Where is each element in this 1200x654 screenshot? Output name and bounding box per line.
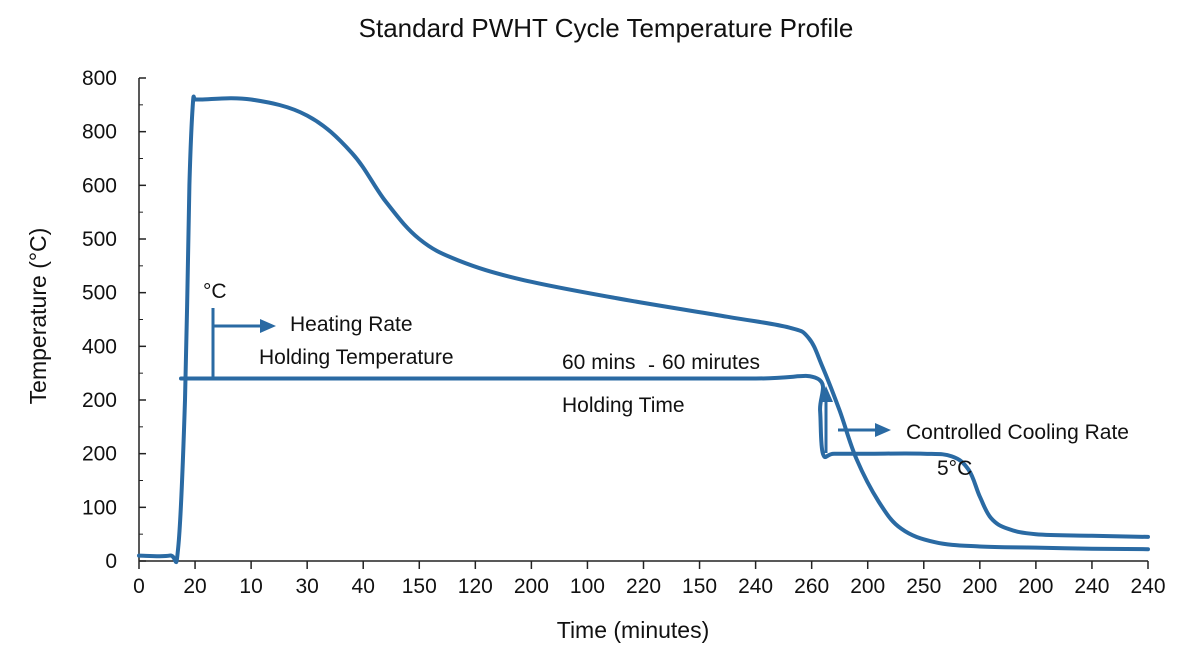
y-tick-label: 200 <box>82 443 117 466</box>
x-tick-label: 40 <box>352 575 375 598</box>
x-tick-label: 200 <box>962 575 997 598</box>
x-tick-label: 0 <box>133 575 145 598</box>
x-tick-label: 100 <box>570 575 605 598</box>
holding-time-annotation: Holding Time <box>562 394 685 417</box>
x-tick-label: 150 <box>682 575 717 598</box>
x-tick-label: 260 <box>794 575 829 598</box>
cooling-rate-arrow-head <box>875 423 891 437</box>
holding-temperature-annotation: Holding Temperature <box>259 346 454 369</box>
series-line-2 <box>179 373 1150 539</box>
unit-c-annotation: °C <box>203 280 227 303</box>
y-tick-label: 600 <box>82 174 117 197</box>
y-tick-label: 100 <box>82 496 117 519</box>
x-tick-label: 250 <box>906 575 941 598</box>
y-tick-label: 500 <box>82 228 117 251</box>
series-layer <box>137 94 1150 565</box>
heating-rate-arrow-head <box>260 319 276 333</box>
cooling-up-arrow-head <box>819 386 833 402</box>
y-tick-label: 800 <box>82 67 117 90</box>
x-tick-label: 150 <box>402 575 437 598</box>
x-tick-label: 200 <box>1018 575 1053 598</box>
controlled-cooling-rate-annotation: Controlled Cooling Rate <box>906 421 1129 444</box>
five-c-annotation: 5°C <box>937 457 972 480</box>
y-tick-label: 0 <box>105 550 117 573</box>
sixty-mins-annotation: 60 mins <box>562 351 636 374</box>
heating-rate-annotation: Heating Rate <box>290 313 413 336</box>
y-tick-label: 400 <box>82 335 117 358</box>
x-tick-label: 240 <box>1130 575 1165 598</box>
x-tick-label: 120 <box>458 575 493 598</box>
y-axis-label: Temperature (°C) <box>25 228 51 405</box>
x-tick-label: 30 <box>295 575 318 598</box>
x-tick-label: 10 <box>239 575 262 598</box>
y-tick-label: 500 <box>82 282 117 305</box>
y-tick-label: 800 <box>82 121 117 144</box>
x-axis-label: Time (minutes) <box>557 617 710 643</box>
x-tick-label: 240 <box>738 575 773 598</box>
x-tick-label: 200 <box>850 575 885 598</box>
x-tick-label: 220 <box>626 575 661 598</box>
chart-title: Standard PWHT Cycle Temperature Profile <box>359 13 854 43</box>
axes: 0 100 200 200 400 500 500 600 800 800 0 20 10 30 40 150… <box>82 67 1166 598</box>
series-line-1 <box>137 94 1150 565</box>
x-tick-label: 200 <box>514 575 549 598</box>
dash-mark-annotation: - <box>648 354 655 377</box>
annotation-layer: °C Heating Rate Holding Temperature 60 m… <box>203 280 1129 480</box>
x-tick-label: 240 <box>1074 575 1109 598</box>
x-tick-label: 20 <box>183 575 206 598</box>
sixty-minutes-annotation: 60 mirutes <box>662 351 760 374</box>
y-tick-label: 200 <box>82 389 117 412</box>
